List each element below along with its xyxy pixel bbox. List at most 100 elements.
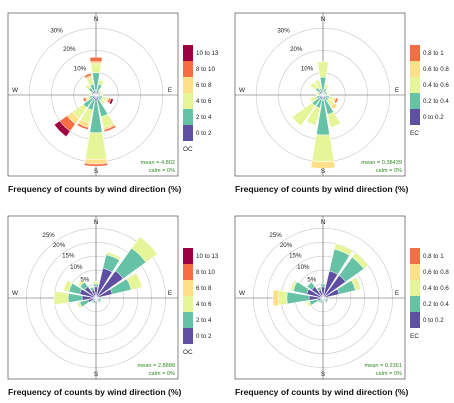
legend-swatch <box>183 264 193 280</box>
sector-WSW-3 <box>309 96 318 103</box>
sector-ESE-5 <box>334 97 339 104</box>
ring-label: 20% <box>290 46 303 53</box>
ring-label: 25% <box>42 232 55 239</box>
sector-SE-2 <box>324 299 328 303</box>
stat-mean: mean = 0.2361 <box>365 363 402 369</box>
legend-label: 0.8 to 1 <box>423 253 444 260</box>
legend-swatch <box>183 248 193 264</box>
compass-label-n: N <box>321 16 326 23</box>
legend-label: 0.2 to 0.4 <box>423 98 449 105</box>
legend-swatch <box>410 93 420 109</box>
sector-NNW-3 <box>314 79 322 90</box>
sector-N-3 <box>92 281 100 285</box>
sector-WNW-3 <box>89 91 93 95</box>
legend-label: 8 to 10 <box>196 269 215 276</box>
sector-ESE-2 <box>325 298 329 302</box>
legend-swatch <box>410 280 420 296</box>
compass-label-w: W <box>239 87 246 94</box>
chart-title: Frequency of counts by wind direction (%… <box>235 184 408 194</box>
ring-label: 5% <box>80 276 89 283</box>
legend-label: 6 to 8 <box>196 82 212 89</box>
legend-label: 4 to 6 <box>196 301 212 308</box>
sector-WSW-5 <box>82 97 87 103</box>
ring-label: 20% <box>280 242 293 249</box>
legend-label: 8 to 10 <box>196 66 215 73</box>
stat-mean: mean = 2.8888 <box>138 363 175 369</box>
sector-SSW-3 <box>306 106 321 126</box>
sector-WSW-3 <box>306 300 312 308</box>
legend-label: 10 to 13 <box>196 253 219 260</box>
compass-label-e: E <box>168 290 172 297</box>
legend-label: 2 to 4 <box>196 114 212 121</box>
sector-W-3 <box>53 290 69 306</box>
chart-title: Frequency of counts by wind direction (%… <box>235 387 408 397</box>
sector-N-2 <box>93 283 99 288</box>
sector-N-3 <box>90 63 102 74</box>
legend-swatch <box>410 109 420 125</box>
sector-W-3 <box>278 290 288 306</box>
legend-swatch <box>183 280 193 296</box>
sector-SE-3 <box>99 98 106 105</box>
stat-calm: calm = 0% <box>149 371 175 377</box>
sector-W-3 <box>316 93 319 97</box>
legend-label: 0.6 to 0.8 <box>423 66 449 73</box>
ring-label: 5% <box>307 276 316 283</box>
legend-label: 0.8 to 1 <box>423 50 444 57</box>
sector-SSW-2 <box>92 300 96 304</box>
sector-SSW-2 <box>319 300 323 304</box>
sector-NNW-5 <box>83 72 92 79</box>
legend-swatch <box>183 61 193 77</box>
legend-swatch <box>183 45 193 61</box>
compass-label-n: N <box>94 219 99 226</box>
stat-calm: calm = 0% <box>376 168 402 174</box>
legend-label: 2 to 4 <box>196 317 212 324</box>
compass-label-e: E <box>395 87 399 94</box>
sector-NE-3 <box>325 89 329 93</box>
legend-label: 0.2 to 0.4 <box>423 301 449 308</box>
sector-E-2 <box>325 296 329 300</box>
sector-WNW-3 <box>290 279 298 292</box>
sector-NE-3 <box>98 89 102 93</box>
sector-S-4 <box>310 160 336 169</box>
legend-label: 0.4 to 0.6 <box>423 82 449 89</box>
legend-swatch <box>410 248 420 264</box>
legend-swatch <box>410 312 420 328</box>
sector-NNE-3 <box>105 251 122 261</box>
legend-label: 0.4 to 0.6 <box>423 285 449 292</box>
chart-title: Frequency of counts by wind direction (%… <box>8 387 181 397</box>
ring-label: 10% <box>301 66 314 73</box>
legend-title: EC <box>410 333 419 340</box>
sector-W-4 <box>272 289 280 307</box>
compass-label-s: S <box>94 371 98 378</box>
sector-N-5 <box>89 56 103 63</box>
sector-SW-6 <box>53 120 71 138</box>
sector-ENE-3 <box>126 272 143 291</box>
stat-mean: mean = 4.802 <box>141 160 175 166</box>
sector-NNW-2 <box>316 286 322 292</box>
legend-swatch <box>410 296 420 312</box>
legend-label: 0 to 0.2 <box>423 317 444 324</box>
compass-label-e: E <box>395 290 399 297</box>
sector-NNE-3 <box>98 79 105 86</box>
sector-NW-3 <box>84 83 92 91</box>
legend-label: 0 to 0.2 <box>423 114 444 121</box>
legend-swatch <box>183 93 193 109</box>
sector-NE-3 <box>351 252 369 270</box>
compass-label-e: E <box>168 87 172 94</box>
sector-S-4 <box>84 158 108 165</box>
ring-label: 10% <box>297 264 310 271</box>
legend-label: 6 to 8 <box>196 285 212 292</box>
stat-calm: calm = 0% <box>376 371 402 377</box>
ring-label: 20% <box>53 242 66 249</box>
sector-SE-4 <box>330 102 338 110</box>
sector-SSW-5 <box>76 123 89 131</box>
sector-S-5 <box>84 162 108 167</box>
sector-WNW-3 <box>316 91 320 95</box>
compass-label-n: N <box>94 16 99 23</box>
sector-NNW-2 <box>89 286 95 292</box>
sector-SW-2 <box>91 299 95 303</box>
